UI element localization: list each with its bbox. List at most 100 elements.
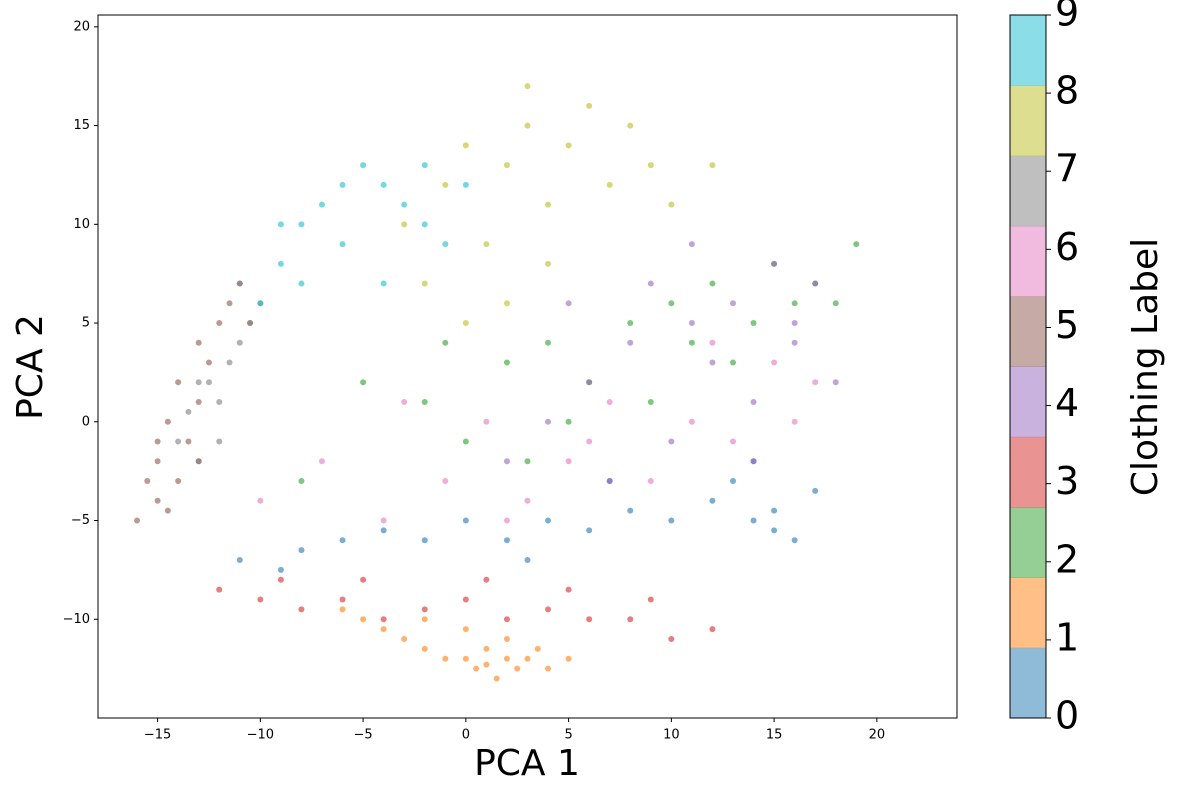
scatter-point [462,181,469,188]
scatter-point [462,320,469,327]
scatter-point [791,339,798,346]
scatter-point [185,438,192,445]
scatter-point [421,645,428,652]
scatter-point [236,339,243,346]
colorbar-tick-label: 0 [1055,694,1079,738]
x-tick-label: −15 [144,728,171,743]
scatter-point [442,181,449,188]
scatter-point [483,576,490,583]
scatter-point [524,458,531,465]
scatter-point [401,201,408,208]
y-tick-label: 0 [82,414,90,429]
scatter-point [236,280,243,287]
colorbar-segment [1010,577,1046,649]
x-tick-label: 15 [766,728,783,743]
plot-frame [97,14,958,719]
scatter-point [647,596,654,603]
colorbar-tick-label: 4 [1055,381,1079,425]
scatter-point [226,300,233,307]
scatter-point [298,280,305,287]
colorbar-tick-label: 6 [1055,225,1079,269]
scatter-point [565,300,572,307]
scatter-point [647,162,654,169]
colorbar-tick-label: 3 [1055,459,1079,503]
scatter-point [205,379,212,386]
colorbar-frame [1009,14,1047,719]
scatter-point [534,645,541,652]
scatter-point [647,478,654,485]
scatter-point [503,616,510,623]
scatter-point [442,339,449,346]
scatter-point [421,616,428,623]
colorbar-segment [1010,507,1046,578]
scatter-point [298,221,305,228]
scatter-point [812,379,819,386]
scatter-point [545,260,552,267]
scatter-point [185,408,192,415]
scatter-point [298,547,305,554]
scatter-point [442,241,449,248]
scatter-point [606,181,613,188]
scatter-point [483,418,490,425]
colorbar-label: Clothing Label [1125,238,1166,496]
scatter-point [339,606,346,613]
x-tick-label: 0 [462,728,470,743]
x-tick-label: −10 [247,728,274,743]
scatter-point [545,418,552,425]
scatter-point [503,517,510,524]
x-tick-label: 5 [564,728,572,743]
colorbar-tick-label: 8 [1055,69,1079,113]
scatter-point [627,339,634,346]
scatter-point [401,399,408,406]
scatter-point [586,379,593,386]
scatter-point [144,478,151,485]
scatter-point [380,517,387,524]
scatter-point [442,478,449,485]
scatter-point [668,438,675,445]
y-tick-label: 5 [82,316,90,331]
colorbar-segment [1010,436,1046,508]
scatter-point [668,636,675,643]
scatter-point [524,122,531,129]
scatter-point [164,418,171,425]
colorbar-tick-label: 1 [1055,615,1079,659]
scatter-point [154,497,161,504]
scatter-point [750,320,757,327]
x-tick-label: −5 [354,728,373,743]
scatter-point [216,586,223,593]
colorbar-tick-label: 7 [1055,147,1079,191]
scatter-point [360,616,367,623]
scatter-point [791,418,798,425]
x-tick-label: 20 [869,728,886,743]
scatter-point [195,399,202,406]
scatter-point [360,379,367,386]
scatter-point [565,418,572,425]
scatter-point [462,596,469,603]
scatter-point [277,576,284,583]
scatter-point [503,458,510,465]
scatter-point [688,339,695,346]
colorbar-tick-label: 2 [1055,537,1079,581]
scatter-point [627,122,634,129]
scatter-point [586,102,593,109]
colorbar-tick-label: 5 [1055,303,1079,347]
scatter-point [688,418,695,425]
scatter-point [853,241,860,248]
scatter-point [175,379,182,386]
scatter-point [524,557,531,564]
scatter-point [442,655,449,662]
colorbar-segment [1010,647,1046,719]
scatter-point [565,458,572,465]
scatter-point [627,507,634,514]
colorbar-segment [1010,15,1046,86]
colorbar-segment [1010,225,1046,297]
scatter-point [339,241,346,248]
scatter-point [195,339,202,346]
scatter-point [771,260,778,267]
x-tick-label: 10 [663,728,680,743]
scatter-point [421,280,428,287]
y-axis-label: PCA 2 [10,314,51,420]
scatter-point [134,517,141,524]
scatter-point [277,566,284,573]
